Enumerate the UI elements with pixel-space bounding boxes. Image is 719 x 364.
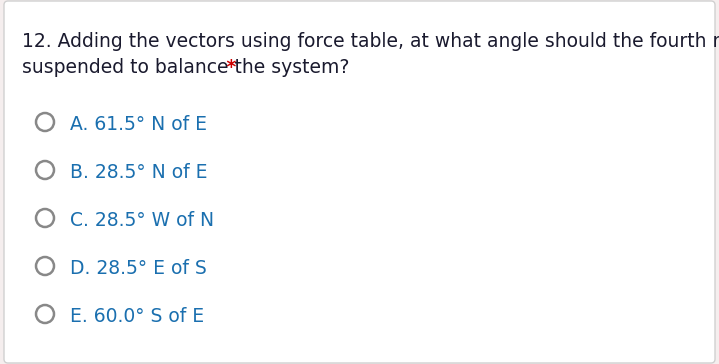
Text: C. 28.5° W of N: C. 28.5° W of N [70,211,214,230]
Text: A. 61.5° N of E: A. 61.5° N of E [70,115,207,134]
Text: suspended to balance the system?: suspended to balance the system? [22,58,349,77]
Text: E. 60.0° S of E: E. 60.0° S of E [70,307,204,326]
Text: B. 28.5° N of E: B. 28.5° N of E [70,163,208,182]
FancyBboxPatch shape [4,1,715,363]
Text: 12. Adding the vectors using force table, at what angle should the fourth mass b: 12. Adding the vectors using force table… [22,32,719,51]
Text: D. 28.5° E of S: D. 28.5° E of S [70,259,207,278]
Text: *: * [220,58,237,77]
